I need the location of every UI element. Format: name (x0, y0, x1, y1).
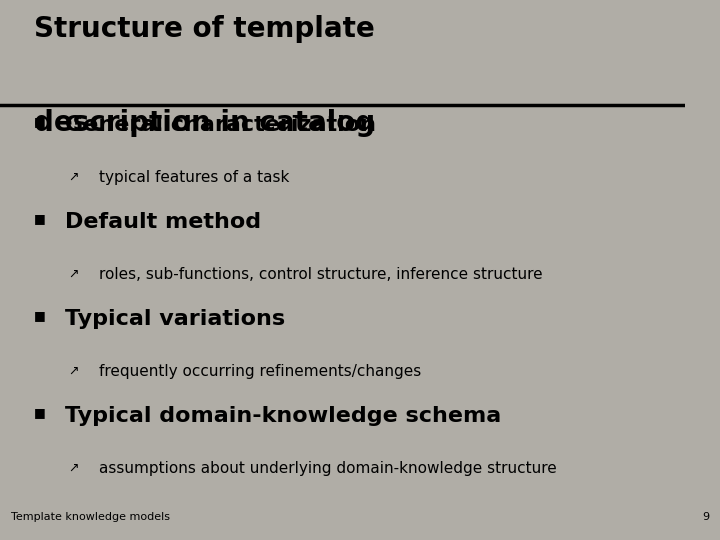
Text: Template knowledge models: Template knowledge models (11, 512, 170, 523)
Text: Typical domain-knowledge schema: Typical domain-knowledge schema (65, 406, 501, 427)
Text: ■: ■ (35, 309, 46, 322)
Text: description in catalog: description in catalog (35, 109, 376, 137)
Text: Default method: Default method (65, 212, 261, 232)
Text: roles, sub-functions, control structure, inference structure: roles, sub-functions, control structure,… (99, 267, 543, 282)
Text: ↗: ↗ (68, 170, 79, 184)
Text: General characterization: General characterization (65, 116, 376, 136)
Text: Typical variations: Typical variations (65, 309, 285, 329)
Text: ↗: ↗ (68, 267, 79, 280)
Text: ■: ■ (35, 406, 46, 420)
Text: 9: 9 (702, 512, 709, 523)
Text: assumptions about underlying domain-knowledge structure: assumptions about underlying domain-know… (99, 461, 557, 476)
Text: Structure of template: Structure of template (35, 15, 375, 43)
Text: ■: ■ (35, 116, 46, 129)
Text: ■: ■ (35, 212, 46, 225)
Text: ↗: ↗ (68, 364, 79, 377)
Text: typical features of a task: typical features of a task (99, 170, 289, 185)
Text: frequently occurring refinements/changes: frequently occurring refinements/changes (99, 364, 422, 379)
Text: ↗: ↗ (68, 461, 79, 474)
